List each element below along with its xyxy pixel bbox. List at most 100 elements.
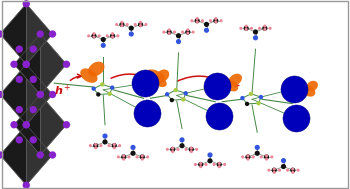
Point xyxy=(91,87,97,90)
Polygon shape xyxy=(40,94,66,155)
Point xyxy=(245,155,251,158)
Point xyxy=(245,154,251,157)
Point xyxy=(138,24,144,27)
Point xyxy=(295,169,301,172)
Point xyxy=(257,27,262,30)
Point xyxy=(244,102,250,105)
Point xyxy=(106,144,112,147)
Point xyxy=(245,158,251,161)
Ellipse shape xyxy=(229,74,242,86)
Ellipse shape xyxy=(302,86,315,97)
Point xyxy=(271,171,277,174)
Point xyxy=(249,27,254,30)
Point xyxy=(119,23,125,26)
Point xyxy=(267,27,273,30)
Point xyxy=(30,48,36,51)
Point xyxy=(200,19,205,22)
Point xyxy=(0,153,3,156)
Point xyxy=(23,123,29,126)
Polygon shape xyxy=(26,4,52,64)
Point xyxy=(164,93,170,96)
Point xyxy=(264,155,270,158)
Point xyxy=(281,159,286,162)
Point xyxy=(93,143,98,146)
Point xyxy=(204,29,209,32)
Point xyxy=(198,163,203,166)
Point xyxy=(170,150,175,153)
Point xyxy=(91,34,97,37)
Point xyxy=(189,147,194,150)
Point xyxy=(30,108,36,111)
Point xyxy=(251,155,256,158)
Point xyxy=(23,63,29,66)
Point xyxy=(193,163,198,166)
Point xyxy=(138,23,144,26)
Polygon shape xyxy=(26,64,52,125)
Point xyxy=(100,38,106,41)
Point xyxy=(23,123,29,126)
Point xyxy=(107,92,113,95)
Point xyxy=(213,17,219,20)
Point xyxy=(121,155,126,158)
Point xyxy=(264,154,270,157)
Point xyxy=(198,165,203,168)
Polygon shape xyxy=(26,125,52,185)
Point xyxy=(91,32,97,35)
Point xyxy=(189,148,194,151)
Point xyxy=(50,153,55,156)
Point xyxy=(213,20,219,23)
Point xyxy=(293,117,299,120)
Point xyxy=(189,150,194,153)
Point xyxy=(183,148,189,151)
Point xyxy=(253,36,258,39)
Point xyxy=(96,93,101,96)
Point xyxy=(114,23,119,26)
Point xyxy=(211,163,217,166)
Point xyxy=(16,48,22,51)
Point xyxy=(207,159,213,162)
Ellipse shape xyxy=(88,62,105,76)
Point xyxy=(140,155,145,158)
Point xyxy=(173,89,178,92)
Point xyxy=(119,24,125,27)
Point xyxy=(125,23,130,26)
Point xyxy=(97,34,102,37)
Point xyxy=(0,33,3,36)
Point xyxy=(130,146,136,149)
Point xyxy=(281,165,286,168)
Point xyxy=(194,20,200,23)
Point xyxy=(175,148,181,151)
Point xyxy=(169,99,175,102)
Point xyxy=(110,32,116,35)
Point xyxy=(93,144,98,147)
Point xyxy=(248,92,254,95)
Point xyxy=(277,169,282,172)
Point xyxy=(185,31,191,34)
Point xyxy=(183,92,189,95)
Ellipse shape xyxy=(307,81,318,91)
Point xyxy=(194,17,200,20)
Point xyxy=(16,78,22,81)
Ellipse shape xyxy=(224,79,238,91)
Point xyxy=(181,98,186,101)
Point xyxy=(37,33,43,36)
Point xyxy=(208,19,213,22)
Polygon shape xyxy=(40,34,66,94)
Point xyxy=(143,23,149,26)
Polygon shape xyxy=(0,4,26,64)
Point xyxy=(140,154,145,157)
Point xyxy=(11,123,17,126)
Point xyxy=(218,19,224,22)
Point xyxy=(50,93,55,96)
Point xyxy=(240,97,245,100)
Point xyxy=(271,169,277,172)
Point xyxy=(116,155,121,158)
Point xyxy=(99,83,105,86)
Point xyxy=(217,163,222,166)
Ellipse shape xyxy=(156,69,169,82)
Point xyxy=(0,93,3,96)
Point xyxy=(198,162,203,165)
Point xyxy=(291,87,297,90)
Point xyxy=(166,31,172,34)
Point xyxy=(240,155,245,158)
